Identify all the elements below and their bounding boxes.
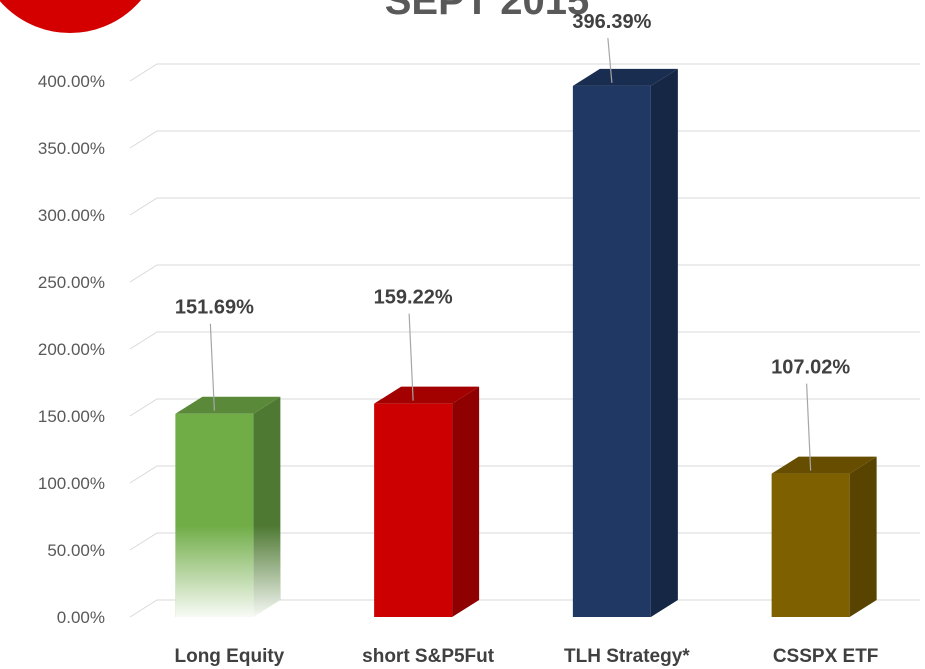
- value-label: 159.22%: [374, 287, 453, 309]
- y-tick-label: 350.00%: [38, 139, 105, 158]
- y-tick-label: 400.00%: [38, 72, 105, 91]
- grid-line: [129, 130, 920, 149]
- value-label: 396.39%: [572, 11, 651, 33]
- bar: [572, 85, 651, 617]
- x-tick-label: short S&P5Fut: [362, 646, 495, 667]
- y-tick-label: 150.00%: [38, 407, 105, 426]
- bar-side: [849, 456, 877, 617]
- y-tick-label: 100.00%: [38, 474, 105, 493]
- y-tick-label: 200.00%: [38, 340, 105, 359]
- y-tick-label: 50.00%: [47, 541, 105, 560]
- value-label: 151.69%: [175, 297, 254, 319]
- bar-fade: [175, 413, 281, 617]
- leader-line: [806, 383, 812, 471]
- value-label: 107.02%: [771, 357, 850, 379]
- y-tick-label: 250.00%: [38, 273, 105, 292]
- grid-line: [129, 197, 920, 216]
- grid-line: [129, 63, 920, 82]
- leader-line: [607, 37, 613, 83]
- grid-line: [129, 264, 920, 283]
- x-tick-label: CSSPX ETF: [773, 646, 879, 667]
- leader-line: [408, 313, 414, 401]
- logo-circle: [0, 0, 147, 37]
- bar: [771, 473, 850, 617]
- bar-top: [175, 396, 281, 414]
- bar-top: [374, 386, 480, 404]
- x-tick-label: Long Equity: [174, 646, 284, 667]
- y-tick-label: 300.00%: [38, 206, 105, 225]
- bar-top: [572, 68, 678, 86]
- bar-side: [452, 386, 480, 617]
- x-tick-label: TLH Strategy*: [564, 646, 690, 667]
- bar-side: [650, 68, 678, 617]
- leader-line: [209, 323, 215, 411]
- y-tick-label: 0.00%: [57, 608, 105, 627]
- bar: [374, 403, 453, 617]
- grid-line: [129, 331, 920, 350]
- bar-top: [771, 456, 877, 474]
- chart-title: SEPT 2015: [385, 0, 590, 23]
